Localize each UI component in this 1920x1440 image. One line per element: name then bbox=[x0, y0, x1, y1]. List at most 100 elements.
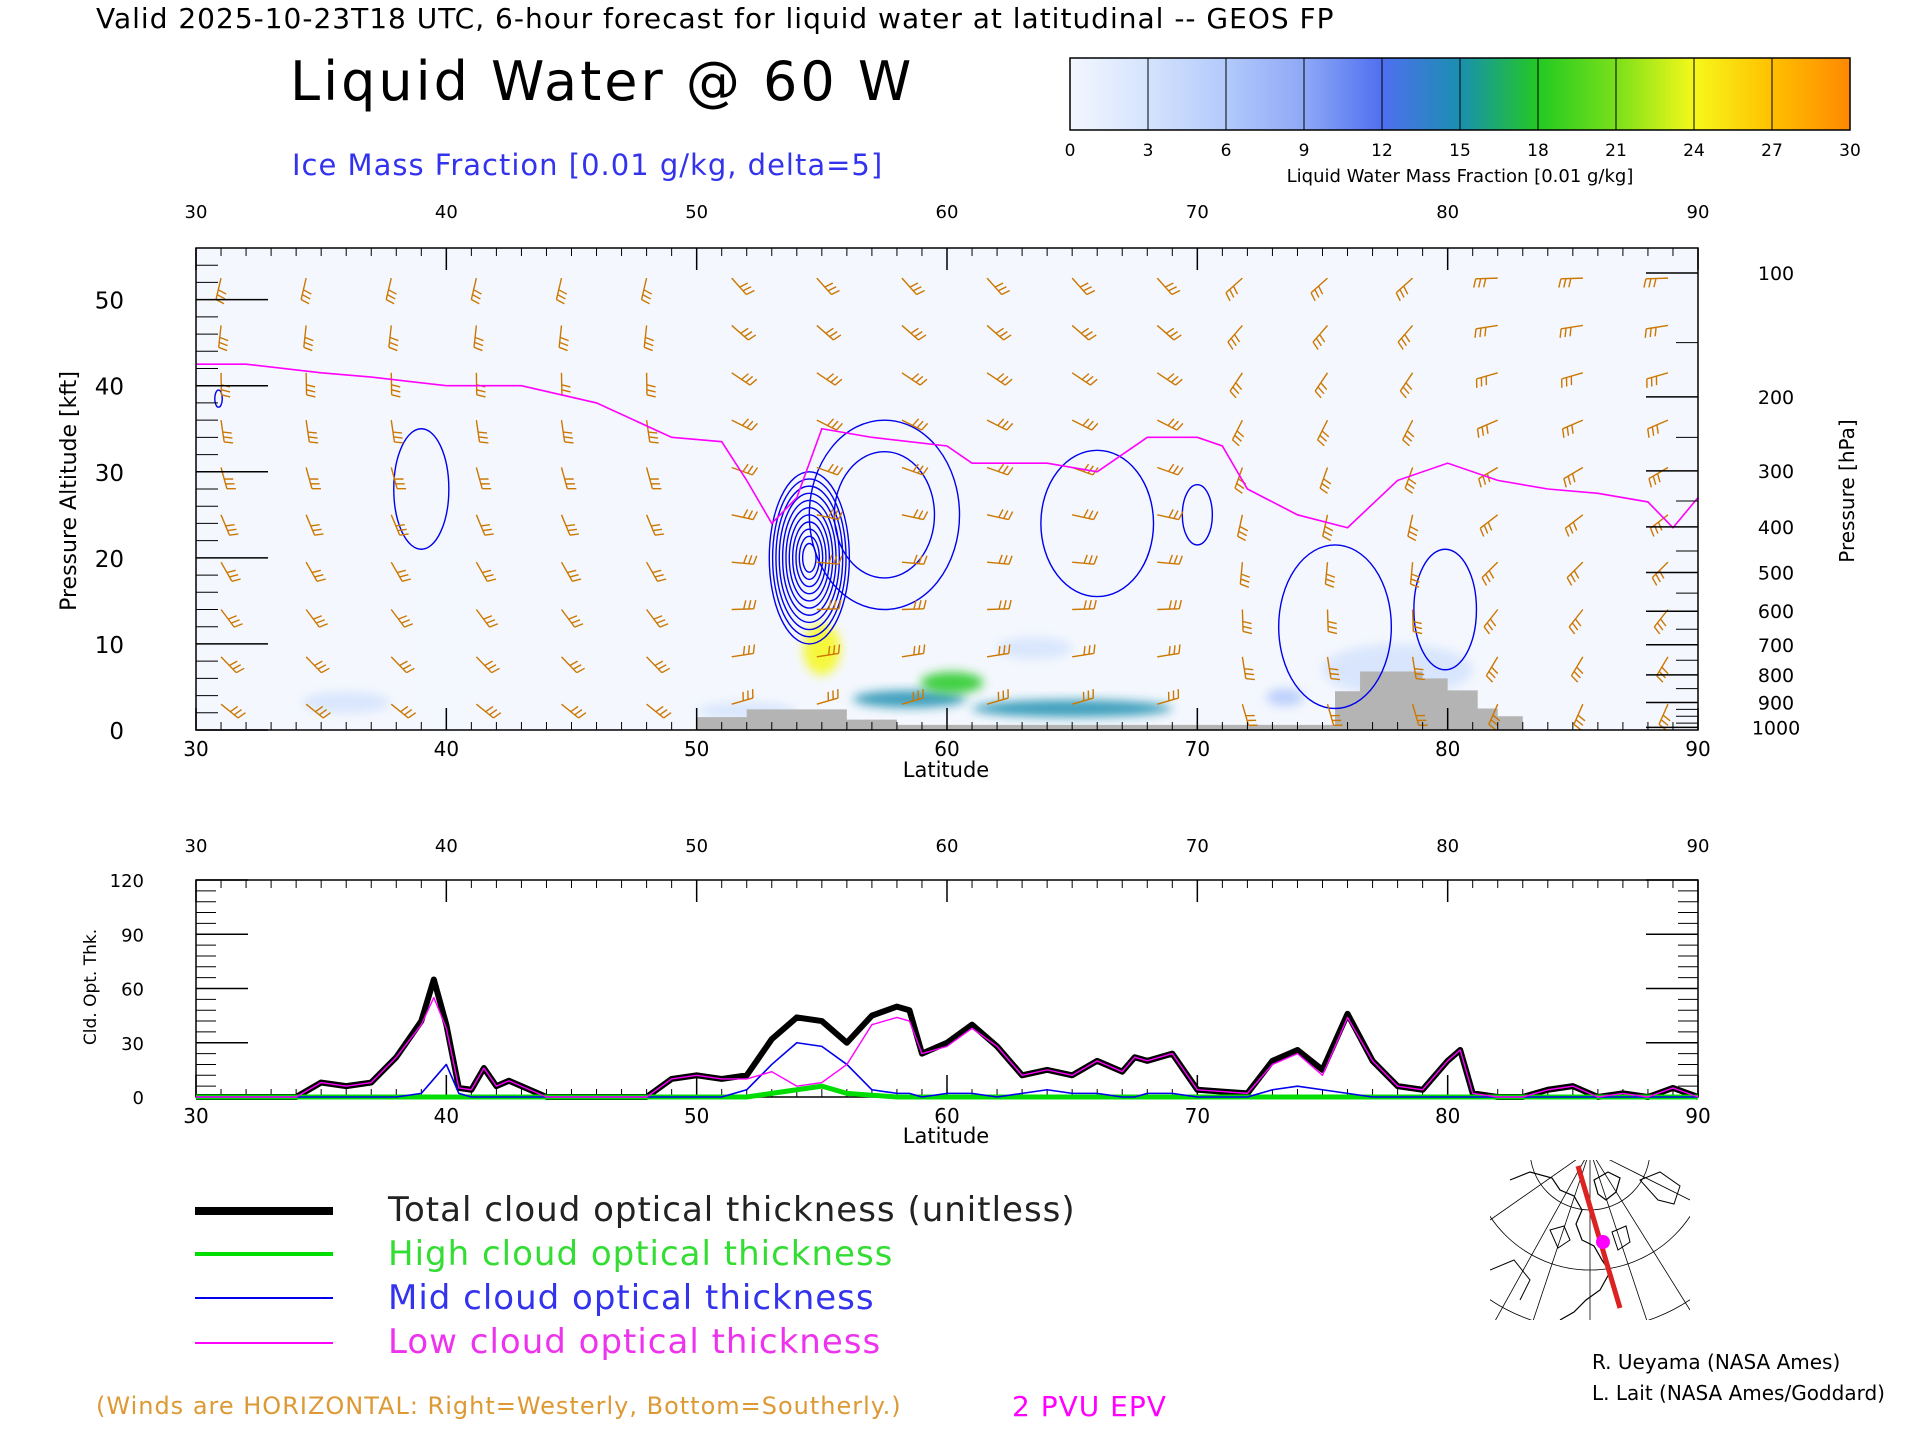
main-y-tick-label: 0 bbox=[109, 719, 124, 745]
epv-label: 2 PVU EPV bbox=[1012, 1390, 1167, 1423]
main-x-tick-label: 80 bbox=[1435, 737, 1460, 761]
main-x-top-tick-label: 40 bbox=[435, 202, 458, 223]
cross-section-chart: 3030404050506060707080809090010203040501… bbox=[57, 202, 1859, 782]
otk-y-axis-label: Cld. Opt. Thk. bbox=[81, 929, 101, 1045]
legend-label-low: Low cloud optical thickness bbox=[388, 1322, 882, 1362]
colorbar-swatch bbox=[1616, 58, 1695, 130]
colorbar-swatch bbox=[1382, 58, 1461, 130]
locator-map bbox=[1490, 1160, 1690, 1320]
page-title: Liquid Water @ 60 W bbox=[290, 50, 915, 113]
otk-y-tick-label: 90 bbox=[121, 925, 144, 946]
main-x-top-tick-label: 60 bbox=[936, 202, 959, 223]
main-x-tick-label: 30 bbox=[183, 737, 208, 761]
terrain bbox=[696, 671, 1523, 730]
otk-x-top-tick-label: 60 bbox=[936, 836, 959, 857]
colorbar-swatch bbox=[1070, 58, 1149, 130]
pressure-tick-label: 700 bbox=[1758, 635, 1794, 657]
main-y-tick-label: 30 bbox=[95, 461, 124, 487]
main-y-axis-label: Pressure Altitude [kft] bbox=[57, 371, 82, 611]
colorbar-title: Liquid Water Mass Fraction [0.01 g/kg] bbox=[1287, 166, 1634, 187]
liquid-water-patch bbox=[997, 637, 1073, 659]
ice-contour bbox=[798, 535, 821, 581]
ice-contour bbox=[1277, 544, 1393, 710]
otk-x-top-tick-label: 90 bbox=[1687, 836, 1710, 857]
optical-thickness-chart: 30 30 40 40 50 50 60 60 70 70 80 80 90 90 0 30 60 90 120 L… bbox=[81, 836, 1711, 1148]
ice-contour bbox=[1040, 449, 1155, 598]
legend-label-total: Total cloud optical thickness (unitless) bbox=[388, 1190, 1076, 1230]
main-x-top-tick-label: 80 bbox=[1436, 202, 1459, 223]
otk-y-tick-label: 120 bbox=[110, 871, 144, 892]
credit-line-2: L. Lait (NASA Ames/Goddard) bbox=[1592, 1381, 1885, 1405]
colorbar-tick-label: 18 bbox=[1527, 141, 1549, 161]
colorbar-tick-label: 21 bbox=[1605, 141, 1627, 161]
legend-swatches bbox=[195, 1207, 333, 1344]
otk-y-tick-label: 30 bbox=[121, 1034, 144, 1055]
main-x-tick-label: 50 bbox=[684, 737, 709, 761]
main-y-tick-label: 40 bbox=[95, 375, 124, 401]
otk-x-tick-label: 30 bbox=[183, 1104, 208, 1128]
valid-time-header: Valid 2025-10-23T18 UTC, 6-hour forecast… bbox=[96, 2, 1335, 35]
main-y2-axis-label: Pressure [hPa] bbox=[1835, 419, 1859, 562]
colorbar-swatch bbox=[1148, 58, 1227, 130]
credits: R. Ueyama (NASA Ames) L. Lait (NASA Ames… bbox=[1592, 1347, 1885, 1409]
legend-label-mid: Mid cloud optical thickness bbox=[388, 1278, 875, 1318]
otk-x-tick-label: 50 bbox=[684, 1104, 709, 1128]
liquid-water-patch bbox=[1266, 688, 1304, 706]
liquid-water-patch bbox=[972, 699, 1173, 718]
ice-contour bbox=[795, 528, 824, 588]
colorbar-swatch bbox=[1772, 58, 1851, 130]
colorbar-tick-label: 9 bbox=[1299, 141, 1310, 161]
main-x-top-tick-label: 50 bbox=[685, 202, 708, 223]
colorbar-tick-label: 6 bbox=[1221, 141, 1232, 161]
series-line-mid bbox=[196, 1041, 1698, 1098]
colorbar-tick-label: 30 bbox=[1839, 141, 1861, 161]
ice-contour bbox=[775, 485, 844, 631]
ice-contour bbox=[808, 419, 961, 611]
legend-label-high: High cloud optical thickness bbox=[388, 1234, 894, 1274]
colorbar: 0 3 6 9 12 15 18 21 24 27 30 Liquid Water Mass Fra… bbox=[1065, 57, 1861, 187]
ice-contour bbox=[801, 542, 817, 573]
otk-x-tick-label: 90 bbox=[1685, 1104, 1710, 1128]
colorbar-tick-label: 3 bbox=[1143, 141, 1154, 161]
ice-contour bbox=[833, 451, 936, 579]
ice-contour bbox=[771, 478, 847, 638]
colorbar-swatch bbox=[1226, 58, 1305, 130]
liquid-water-patch bbox=[853, 690, 966, 708]
otk-x-tick-label: 70 bbox=[1185, 1104, 1210, 1128]
otk-y-tick-label: 60 bbox=[121, 980, 144, 1001]
colorbar-swatch bbox=[1538, 58, 1617, 130]
pressure-tick-label: 1000 bbox=[1752, 717, 1800, 739]
colorbar-swatch bbox=[1460, 58, 1539, 130]
colorbar-tick-label: 24 bbox=[1683, 141, 1705, 161]
ice-contour bbox=[393, 428, 450, 550]
pressure-tick-label: 600 bbox=[1758, 601, 1794, 623]
pressure-tick-label: 500 bbox=[1758, 562, 1794, 584]
main-x-tick-label: 90 bbox=[1685, 737, 1710, 761]
colorbar-tick-label: 0 bbox=[1065, 141, 1076, 161]
colorbar-tick-label: 12 bbox=[1371, 141, 1393, 161]
main-x-tick-label: 60 bbox=[934, 737, 959, 761]
main-x-tick-label: 70 bbox=[1185, 737, 1210, 761]
ice-contour bbox=[1413, 548, 1478, 671]
pressure-tick-label: 800 bbox=[1758, 665, 1794, 687]
otk-x-top-tick-label: 70 bbox=[1186, 836, 1209, 857]
map-location-marker bbox=[1596, 1235, 1610, 1249]
otk-x-axis-label: Latitude bbox=[903, 1124, 989, 1148]
colorbar-swatch bbox=[1694, 58, 1773, 130]
series-line-low bbox=[196, 996, 1699, 1098]
ice-contour bbox=[768, 471, 851, 645]
main-x-top-tick-label: 90 bbox=[1687, 202, 1710, 223]
ice-contour bbox=[1181, 483, 1214, 546]
liquid-water-patch bbox=[415, 523, 478, 730]
pressure-tick-label: 300 bbox=[1758, 461, 1794, 483]
main-x-tick-label: 40 bbox=[434, 737, 459, 761]
ice-contour bbox=[778, 492, 841, 624]
pressure-tick-label: 900 bbox=[1758, 692, 1794, 714]
credit-line-1: R. Ueyama (NASA Ames) bbox=[1592, 1350, 1841, 1374]
colorbar-swatch bbox=[1304, 58, 1383, 130]
otk-x-tick-label: 80 bbox=[1435, 1104, 1460, 1128]
otk-x-tick-label: 40 bbox=[434, 1104, 459, 1128]
main-y-tick-label: 10 bbox=[95, 633, 124, 659]
colorbar-tick-label: 27 bbox=[1761, 141, 1783, 161]
pressure-tick-label: 400 bbox=[1758, 517, 1794, 539]
